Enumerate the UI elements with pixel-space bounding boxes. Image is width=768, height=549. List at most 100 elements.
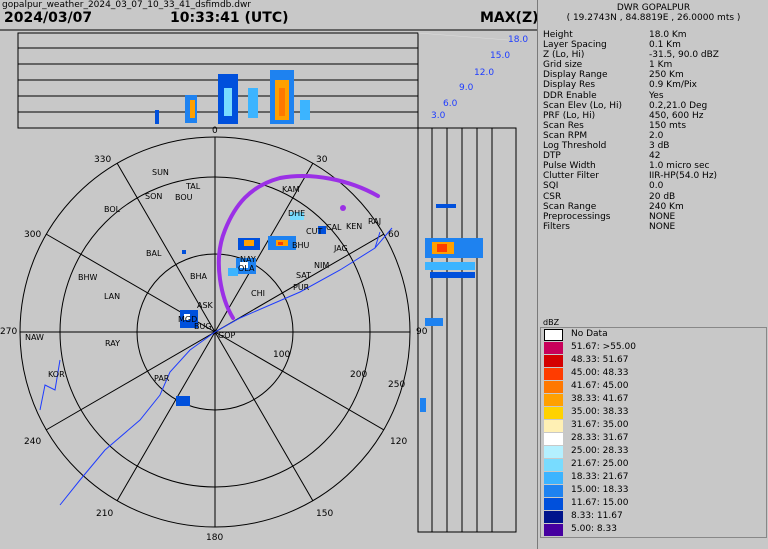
azimuth-label: 0 [212, 126, 218, 136]
parameter-row: Preprocessings NONE [543, 212, 765, 222]
legend-row: 5.00: 8.33 [541, 523, 766, 536]
legend-swatch [544, 446, 563, 458]
ppi-echoes [176, 212, 326, 406]
legend-swatch [544, 485, 563, 497]
station-label: PAR [154, 374, 170, 383]
legend-label: 25.00: 28.33 [571, 446, 629, 456]
legend-swatch [544, 420, 563, 432]
parameter-key: Log Threshold [543, 141, 607, 152]
station-label: LAN [104, 292, 120, 301]
legend-label: 51.67: >55.00 [571, 342, 636, 352]
legend-label: 35.00: 38.33 [571, 407, 629, 417]
parameter-row: Filters NONE [543, 222, 765, 232]
height-profile-top [17, 32, 509, 129]
parameter-value: NONE [649, 221, 676, 232]
legend-label: No Data [571, 329, 608, 339]
parameter-key: Grid size [543, 60, 583, 71]
station-labels: SUN TAL SON BOU BOL KAM DHE CAL KEN RAJ … [25, 168, 381, 383]
parameter-row: Scan RPM 2.0 [543, 131, 765, 141]
parameter-key: DDR Enable [543, 90, 597, 101]
height-label: 12.0 [474, 68, 494, 78]
azimuth-label: 150 [316, 509, 333, 519]
parameter-row: Display Res 0.9 Km/Pix [543, 80, 765, 90]
radar-coords: ( 19.2743N , 84.8819E , 26.0000 mts ) [566, 13, 741, 23]
parameter-value: 0.0 [649, 181, 664, 192]
parameter-row: Z (Lo, Hi) -31.5, 90.0 dBZ [543, 50, 765, 60]
parameter-value: 0.2,21.0 Deg [649, 100, 708, 111]
legend-row: 41.67: 45.00 [541, 380, 766, 393]
parameter-row: Scan Res 150 mts [543, 121, 765, 131]
radar-title: DWR GOPALPUR [616, 3, 691, 13]
station-label: KAM [282, 185, 300, 194]
legend-row: 8.33: 11.67 [541, 510, 766, 523]
coastline [59, 227, 393, 506]
legend-label: 15.00: 18.33 [571, 485, 629, 495]
range-label: 100 [273, 350, 290, 360]
azimuth-label: 330 [94, 155, 111, 165]
azimuth-label: 30 [316, 155, 328, 165]
parameter-value: 2.0 [649, 130, 664, 141]
legend-unit: dBZ [543, 318, 560, 327]
height-label: 6.0 [443, 99, 458, 109]
parameter-value: -31.5, 90.0 dBZ [649, 50, 719, 61]
legend-row: 51.67: >55.00 [541, 341, 766, 354]
parameter-value: 250 Km [649, 70, 684, 81]
legend-label: 48.33: 51.67 [571, 355, 629, 365]
parameter-list: Height 18.0 Km Layer Spacing 0.1 Km Z (Lo, H… [543, 30, 765, 232]
station-label: CHI [251, 289, 265, 298]
station-label: BUG [194, 322, 212, 331]
parameter-value: 1 Km [649, 60, 673, 71]
parameter-row: DDR Enable Yes [543, 91, 765, 101]
station-label: MGD [178, 315, 197, 324]
scan-time: 10:33:41 (UTC) [170, 10, 289, 26]
parameter-value: 0.9 Km/Pix [649, 80, 697, 91]
parameter-key: Display Res [543, 80, 596, 91]
parameter-key: Scan Elev (Lo, Hi) [543, 100, 623, 111]
azimuth-label: 270 [0, 327, 17, 337]
parameter-row: DTP 42 [543, 151, 765, 161]
legend-swatch [544, 342, 563, 354]
legend-row-no-data: No Data [541, 328, 766, 341]
scan-date: 2024/03/07 [4, 10, 93, 26]
parameter-value: 1.0 micro sec [649, 161, 710, 172]
legend-swatch [544, 433, 563, 445]
station-label: NAY [240, 255, 256, 264]
parameter-key: Filters [543, 221, 570, 232]
parameter-value: 240 Km [649, 201, 684, 212]
parameter-key: Pulse Width [543, 161, 596, 172]
parameter-row: Scan Elev (Lo, Hi) 0.2,21.0 Deg [543, 101, 765, 111]
station-label: BOU [175, 193, 193, 202]
legend-row: 45.00: 48.33 [541, 367, 766, 380]
station-label: TAL [185, 182, 201, 191]
azimuth-label: 90 [416, 327, 428, 337]
azimuth-label: 120 [390, 437, 407, 447]
station-label: CUT [306, 227, 322, 236]
station-label: SUN [152, 168, 169, 177]
station-label: JAG [333, 244, 348, 253]
station-label: DHE [288, 209, 305, 218]
parameter-key: Layer Spacing [543, 40, 607, 51]
parameter-key: CSR [543, 191, 562, 202]
parameter-key: DTP [543, 151, 561, 162]
parameter-key: SQI [543, 181, 559, 192]
station-label: ASK [197, 301, 214, 310]
parameter-value: 20 dB [649, 191, 676, 202]
parameter-row: PRF (Lo, Hi) 450, 600 Hz [543, 111, 765, 121]
parameter-value: IIR-HP(54.0 Hz) [649, 171, 718, 182]
parameter-row: Pulse Width 1.0 micro sec [543, 161, 765, 171]
azimuth-label: 180 [206, 533, 223, 543]
parameter-row: Scan Range 240 Km [543, 202, 765, 212]
legend-row: 15.00: 18.33 [541, 484, 766, 497]
station-label: CAL [326, 223, 342, 232]
azimuth-label: 210 [96, 509, 113, 519]
legend-row: 25.00: 28.33 [541, 445, 766, 458]
azimuth-label: 60 [388, 230, 400, 240]
legend-row: 18.33: 21.67 [541, 471, 766, 484]
parameter-row: Layer Spacing 0.1 Km [543, 40, 765, 50]
height-label: 9.0 [459, 83, 474, 93]
parameter-row: Height 18.0 Km [543, 30, 765, 40]
legend-swatch [544, 329, 563, 341]
legend-label: 21.67: 25.00 [571, 459, 629, 469]
legend-row: 48.33: 51.67 [541, 354, 766, 367]
legend-swatch [544, 355, 563, 367]
